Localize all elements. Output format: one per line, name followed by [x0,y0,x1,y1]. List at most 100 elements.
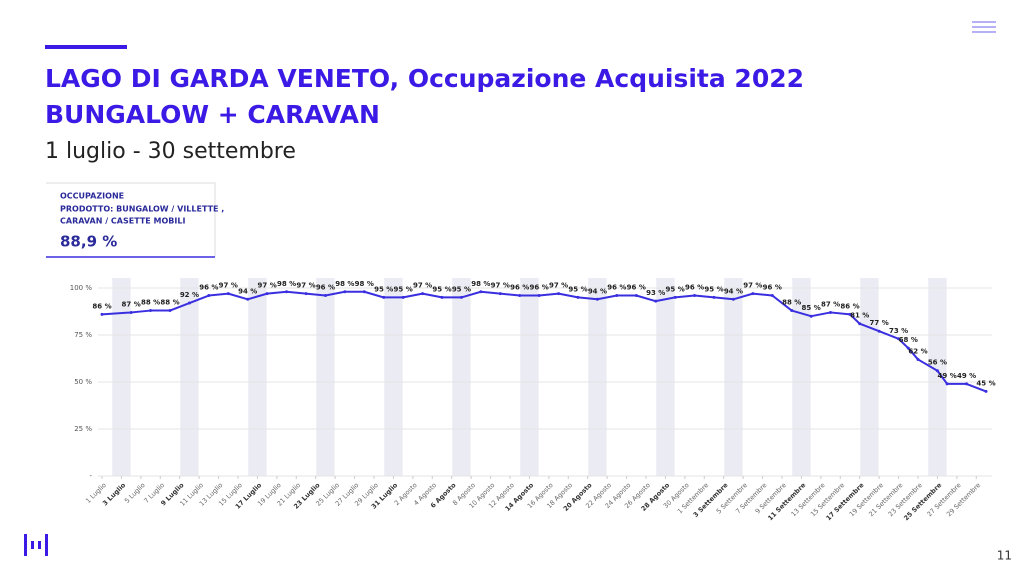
kpi-label: OCCUPAZIONE [60,192,124,201]
point [129,310,133,314]
data-label: 85 % [802,304,821,312]
weekend-band [248,278,267,476]
weekend-band [928,278,947,476]
point [440,295,444,299]
y-tick-label: - [89,472,92,480]
point [323,294,327,298]
point [100,312,104,316]
subtitle: 1 luglio - 30 settembre [45,139,296,164]
point [751,292,755,296]
data-label: 62 % [908,347,927,355]
y-tick-label: 25 % [74,425,92,433]
weekend-band [520,278,539,476]
weekend-band [724,278,743,476]
point [498,292,502,296]
data-label: 95 % [452,285,471,293]
point [712,295,716,299]
data-label: 97 % [258,282,277,290]
point [654,299,658,303]
y-tick-label: 100 % [70,284,93,292]
data-label: 96 % [530,284,549,292]
data-label: 97 % [413,282,432,290]
data-label: 56 % [928,359,947,367]
data-label: 45 % [976,379,995,387]
point [829,310,833,314]
weekend-band [316,278,335,476]
weekend-band [792,278,811,476]
menu-icon[interactable] [972,21,996,33]
data-label: 96 % [199,284,218,292]
data-label: 86 % [840,302,859,310]
point [897,337,901,341]
point [673,295,677,299]
data-label: 86 % [92,302,111,310]
data-label: 96 % [763,284,782,292]
data-label: 96 % [510,284,529,292]
point [187,301,191,305]
data-label: 88 % [141,299,160,307]
point [226,292,230,296]
point [382,295,386,299]
data-label: 97 % [296,282,315,290]
line [101,290,987,393]
weekend-band [656,278,675,476]
data-label: 81 % [850,312,869,320]
data-label: 96 % [627,284,646,292]
data-label: 73 % [889,327,908,335]
accent-bar [45,45,127,49]
point [265,292,269,296]
point [246,297,250,301]
data-label: 94 % [724,287,743,295]
kpi-product: CARAVAN / CASETTE MOBILI [60,217,185,226]
data-label: 97 % [219,282,238,290]
point [731,297,735,301]
data-label: 92 % [180,291,199,299]
point [518,294,522,298]
point [304,292,308,296]
data-label: 95 % [432,285,451,293]
data-label: 98 % [335,280,354,288]
point [848,312,852,316]
data-label: 87 % [821,300,840,308]
kpi-value: 88,9 % [60,233,117,251]
point [790,309,794,313]
point [935,369,939,373]
data-label: 87 % [122,300,141,308]
data-label: 98 % [355,280,374,288]
point [537,294,541,298]
point [168,309,172,313]
point [459,295,463,299]
point [149,309,153,313]
data-label: 96 % [685,284,704,292]
data-label: 88 % [160,299,179,307]
data-label: 95 % [374,285,393,293]
data-label: 95 % [568,285,587,293]
data-label: 97 % [491,282,510,290]
data-label: 98 % [471,280,490,288]
kpi-product: PRODOTTO: BUNGALOW / VILLETTE , [60,205,224,214]
point [965,382,969,386]
logo [24,534,48,556]
point [362,290,366,294]
data-label: 93 % [646,289,665,297]
y-tick-label: 75 % [74,331,92,339]
page-number: 11 [997,549,1012,563]
point [207,294,211,298]
point [634,294,638,298]
point [615,294,619,298]
point [421,292,425,296]
title-line: BUNGALOW + CARAVAN [45,100,380,129]
point [285,290,289,294]
point [479,290,483,294]
data-label: 97 % [743,282,762,290]
data-label: 77 % [870,319,889,327]
data-label: 88 % [782,299,801,307]
data-label: 49 % [938,372,957,380]
point [343,290,347,294]
point [916,357,920,361]
point [693,294,697,298]
data-label: 94 % [238,287,257,295]
point [906,346,910,350]
point [770,294,774,298]
